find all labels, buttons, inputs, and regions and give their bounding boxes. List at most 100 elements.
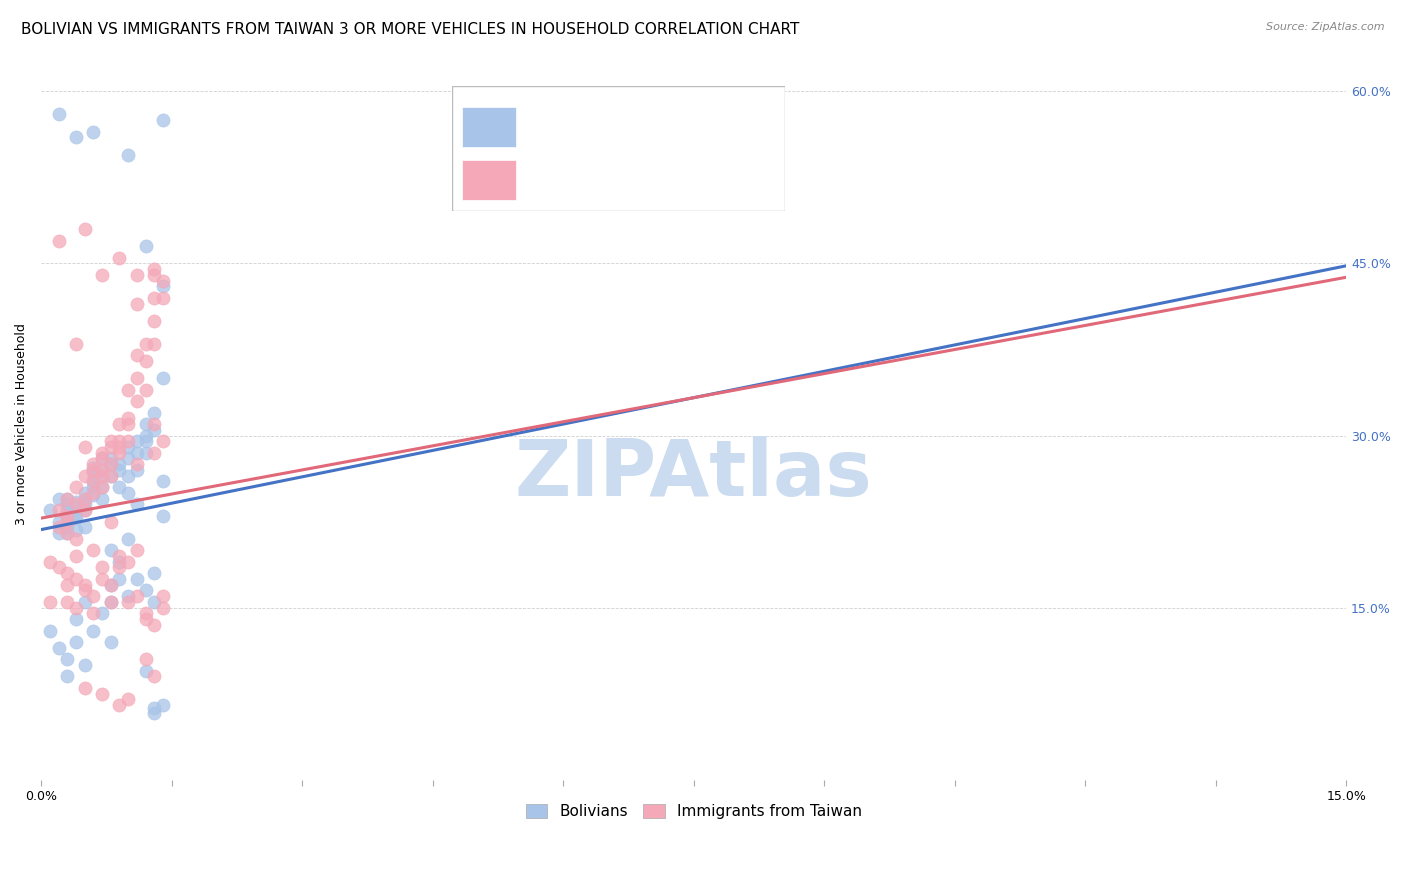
Point (135, 383, 157, 397)
Point (82, 460, 104, 475)
Point (143, 417, 166, 431)
Point (135, 434, 157, 449)
Point (91, 463, 114, 477)
Point (117, 486, 139, 500)
Point (91, 446, 114, 460)
Point (73, 503, 96, 517)
Point (100, 515, 122, 529)
Point (82, 125, 104, 139)
Point (152, 113, 174, 128)
Point (38, 595, 60, 609)
Legend: Bolivians, Immigrants from Taiwan: Bolivians, Immigrants from Taiwan (520, 797, 868, 825)
Point (82, 589, 104, 603)
Point (108, 446, 131, 460)
Point (108, 434, 131, 449)
Point (82, 624, 104, 638)
Point (82, 488, 104, 502)
Point (135, 612, 157, 626)
Point (125, 434, 148, 449)
Point (117, 440, 139, 454)
Point (73, 491, 96, 506)
Point (143, 566, 166, 581)
Point (143, 706, 166, 720)
Point (152, 600, 174, 615)
Point (108, 698, 131, 712)
Point (135, 354, 157, 368)
Point (48, 107, 70, 121)
Point (125, 589, 148, 603)
Point (125, 457, 148, 471)
Point (125, 463, 148, 477)
Point (82, 486, 104, 500)
Point (48, 515, 70, 529)
Point (73, 468, 96, 483)
Point (48, 640, 70, 655)
Point (82, 480, 104, 494)
Point (152, 698, 174, 712)
Point (108, 572, 131, 586)
Point (91, 463, 114, 477)
Point (56, 515, 79, 529)
Point (100, 468, 122, 483)
Point (108, 549, 131, 563)
Point (143, 423, 166, 437)
Point (117, 434, 139, 449)
Point (143, 262, 166, 277)
Point (108, 440, 131, 454)
Point (56, 566, 79, 581)
Point (65, 507, 87, 521)
Point (100, 577, 122, 591)
Point (152, 508, 174, 523)
Point (56, 508, 79, 523)
Point (73, 577, 96, 591)
Point (73, 222, 96, 236)
Point (152, 434, 174, 449)
Point (135, 652, 157, 666)
Point (48, 491, 70, 506)
Point (48, 526, 70, 541)
Point (65, 500, 87, 514)
Point (38, 624, 60, 638)
Point (117, 147, 139, 161)
Point (135, 336, 157, 351)
Point (135, 239, 157, 253)
Point (56, 669, 79, 683)
Point (135, 417, 157, 431)
Point (82, 475, 104, 489)
Point (100, 451, 122, 466)
Point (117, 468, 139, 483)
Text: ZIPAtlas: ZIPAtlas (515, 436, 873, 512)
Point (152, 475, 174, 489)
Point (73, 503, 96, 517)
Point (152, 291, 174, 305)
Point (56, 577, 79, 591)
Point (82, 457, 104, 471)
Point (152, 589, 174, 603)
Point (48, 560, 70, 574)
Point (56, 491, 79, 506)
Point (125, 348, 148, 362)
Point (56, 497, 79, 511)
Point (143, 595, 166, 609)
Point (82, 475, 104, 489)
Point (108, 251, 131, 265)
Point (152, 274, 174, 288)
Point (73, 440, 96, 454)
Point (143, 314, 166, 328)
Point (91, 607, 114, 621)
Point (100, 434, 122, 449)
Point (56, 526, 79, 541)
Point (117, 417, 139, 431)
Point (82, 465, 104, 479)
Point (56, 491, 79, 506)
Point (100, 543, 122, 558)
Point (91, 687, 114, 701)
Point (100, 457, 122, 471)
Point (125, 394, 148, 409)
Point (73, 583, 96, 598)
Point (100, 457, 122, 471)
Point (135, 607, 157, 621)
Point (65, 532, 87, 546)
Point (65, 549, 87, 563)
Point (125, 296, 148, 310)
